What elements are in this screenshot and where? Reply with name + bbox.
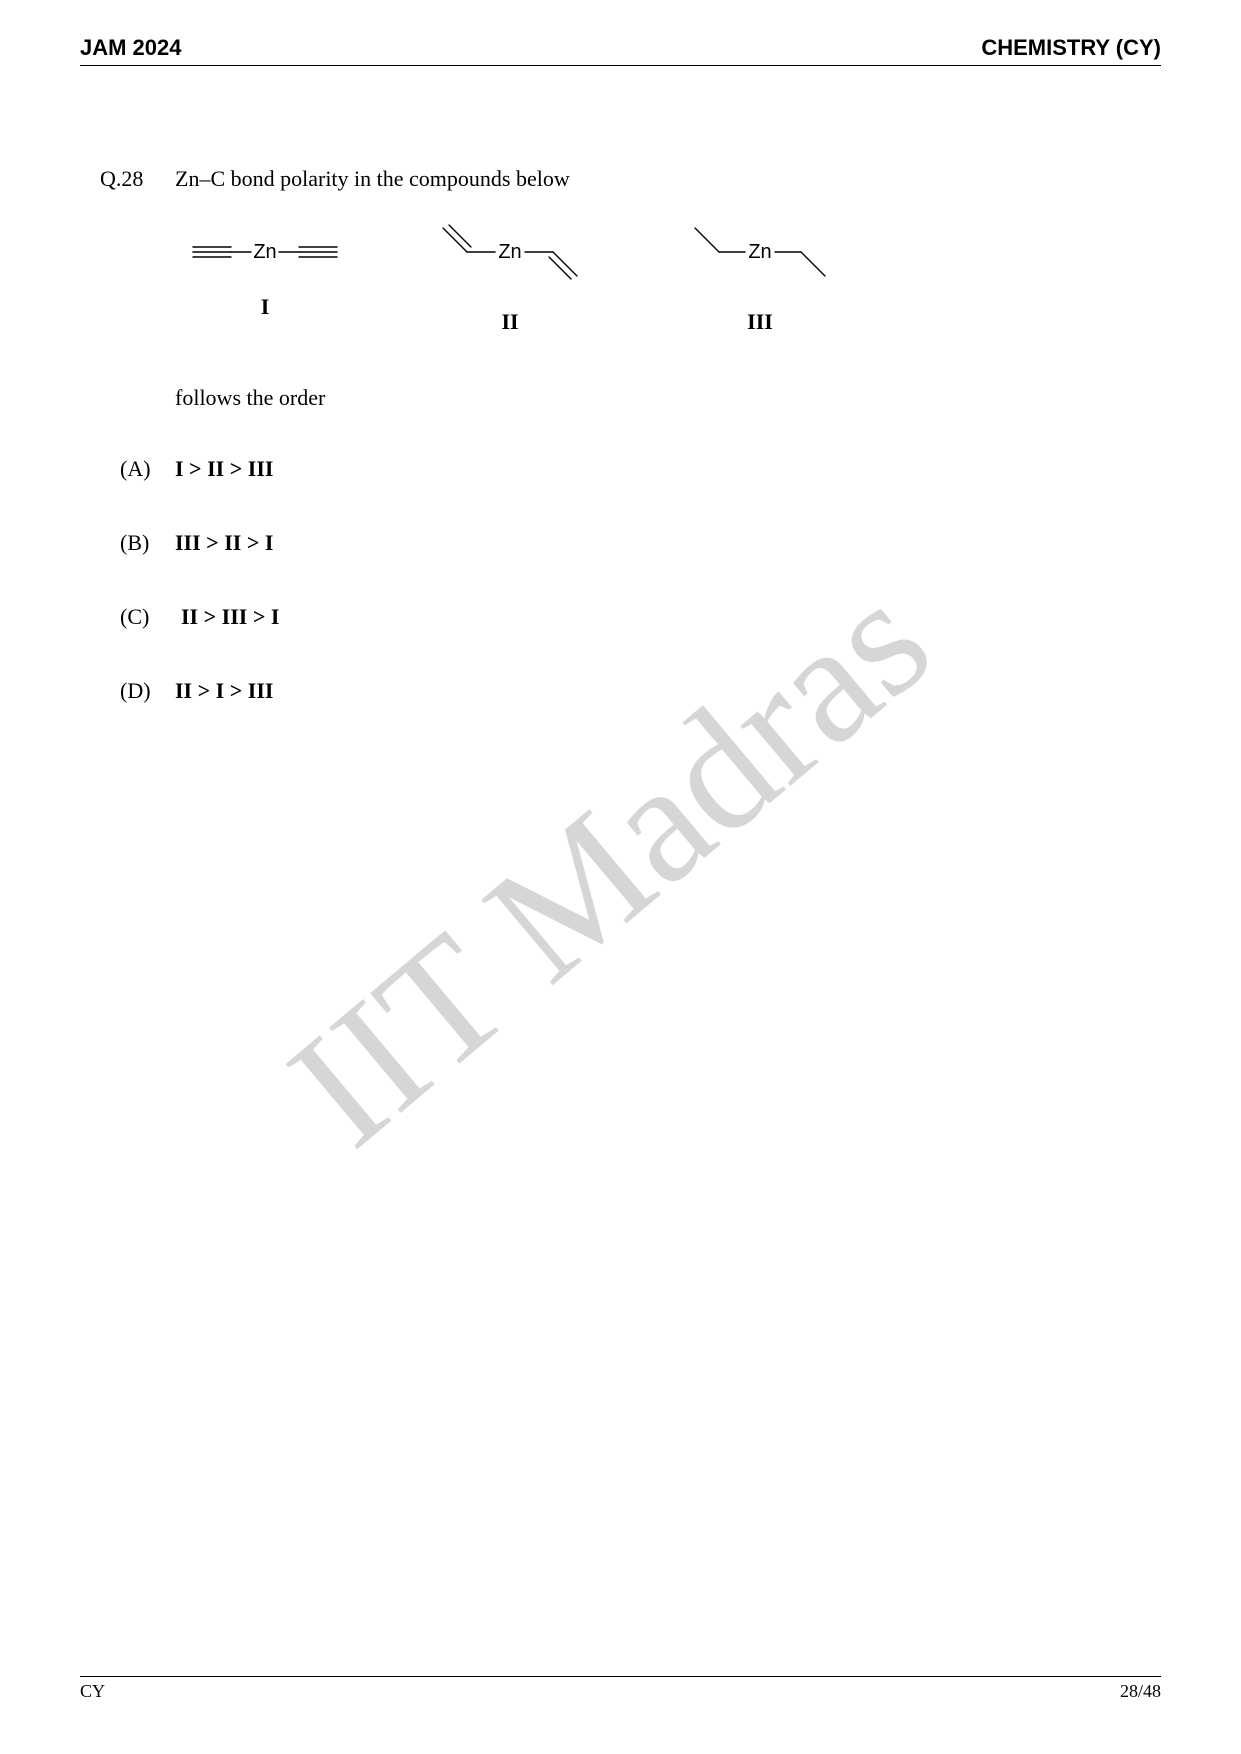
compound-1: Zn I [185, 222, 345, 320]
compound-3-zn: Zn [748, 241, 771, 263]
question-stem-after: follows the order [175, 385, 1161, 411]
option-a: (A) I > II > III [120, 456, 1161, 482]
page-footer: CY 28/48 [80, 1676, 1161, 1702]
option-d-label: (D) [120, 678, 175, 704]
compound-structures: Zn I Zn [185, 222, 1161, 335]
option-b: (B) III > II > I [120, 530, 1161, 556]
option-c-text: II > III > I [181, 604, 279, 630]
compound-1-zn: Zn [253, 241, 276, 263]
option-d: (D) II > I > III [120, 678, 1161, 704]
compound-1-label: I [261, 294, 270, 320]
compound-3-svg: Zn [675, 222, 845, 297]
option-d-text: II > I > III [175, 678, 273, 704]
option-c: (C) II > III > I [120, 604, 1161, 630]
question-block: Q.28 Zn–C bond polarity in the compounds… [80, 66, 1161, 704]
compound-1-svg: Zn [185, 222, 345, 282]
compound-3-label: III [747, 309, 773, 335]
option-b-text: III > II > I [175, 530, 273, 556]
page-header: JAM 2024 CHEMISTRY (CY) [80, 35, 1161, 66]
header-right: CHEMISTRY (CY) [981, 35, 1161, 61]
compound-3: Zn III [675, 222, 845, 335]
option-c-label: (C) [120, 604, 175, 630]
compound-2-label: II [501, 309, 518, 335]
compound-2-svg: Zn [425, 222, 595, 297]
compound-2: Zn II [425, 222, 595, 335]
question-stem-before: Zn–C bond polarity in the compounds belo… [175, 166, 570, 192]
header-left: JAM 2024 [80, 35, 182, 61]
footer-left: CY [80, 1681, 105, 1702]
compound-2-zn: Zn [498, 241, 521, 263]
footer-right: 28/48 [1120, 1681, 1161, 1702]
option-a-text: I > II > III [175, 456, 273, 482]
question-number: Q.28 [100, 166, 175, 192]
option-a-label: (A) [120, 456, 175, 482]
option-b-label: (B) [120, 530, 175, 556]
